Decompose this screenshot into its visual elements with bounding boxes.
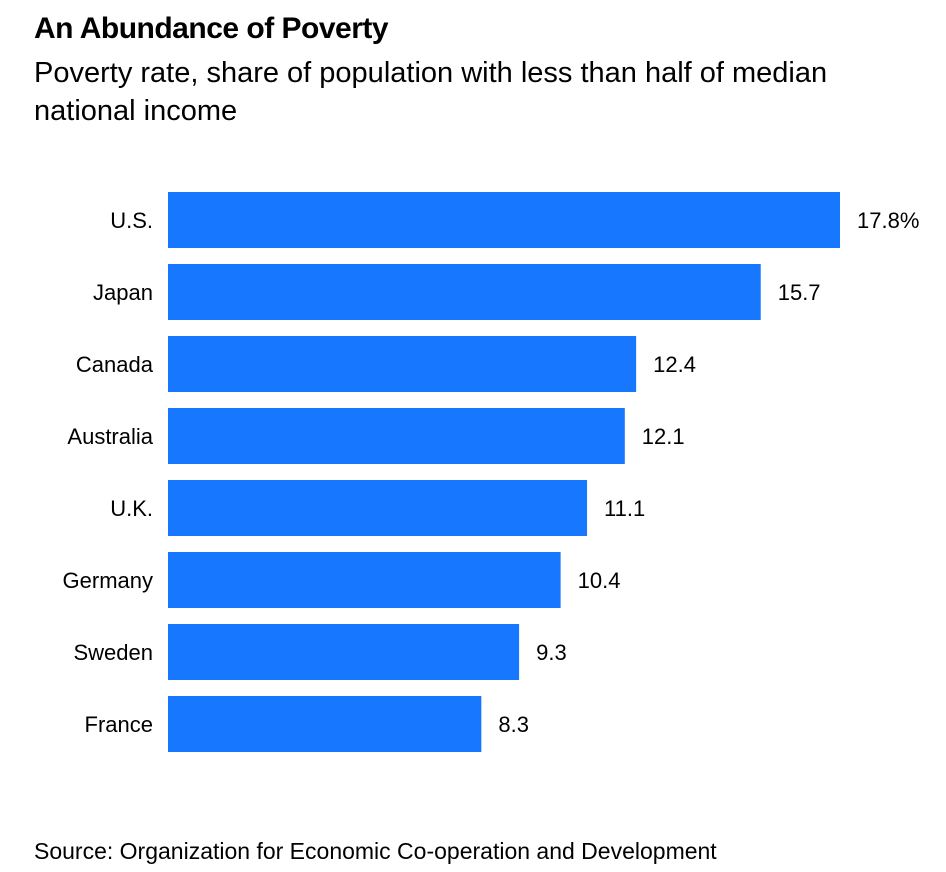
category-label: U.S. bbox=[110, 208, 153, 233]
value-label: 10.4 bbox=[578, 568, 621, 593]
value-label: 11.1 bbox=[604, 496, 645, 521]
bar bbox=[168, 192, 840, 248]
bar-row: Japan 15.7 bbox=[93, 264, 821, 320]
source-note: Source: Organization for Economic Co-ope… bbox=[34, 838, 717, 864]
category-label: Germany bbox=[63, 568, 153, 593]
bar-row: Canada 12.4 bbox=[76, 336, 696, 392]
value-label: 15.7 bbox=[778, 280, 821, 305]
category-label: Canada bbox=[76, 352, 154, 377]
bar bbox=[168, 480, 588, 536]
bar-row: France 8.3 bbox=[85, 696, 529, 752]
value-label: 8.3 bbox=[498, 712, 529, 737]
bar-row: Sweden 9.3 bbox=[73, 624, 567, 680]
category-label: U.K. bbox=[110, 496, 153, 521]
value-label: 12.4 bbox=[653, 352, 696, 377]
bar bbox=[168, 264, 761, 320]
category-label: Australia bbox=[67, 424, 153, 449]
chart-subtitle: Poverty rate, share of population with l… bbox=[34, 57, 828, 127]
category-label: Sweden bbox=[73, 640, 153, 665]
bar-row: Australia 12.1 bbox=[67, 408, 685, 464]
bar-row: U.K. 11.1 bbox=[110, 480, 645, 536]
category-label: Japan bbox=[93, 280, 153, 305]
value-label: 12.1 bbox=[642, 424, 685, 449]
value-label: 17.8% bbox=[857, 208, 919, 233]
bar bbox=[168, 336, 637, 392]
bar bbox=[168, 552, 561, 608]
bar-row: Germany 10.4 bbox=[63, 552, 621, 608]
bar bbox=[168, 624, 520, 680]
bar bbox=[168, 408, 625, 464]
bar bbox=[168, 696, 482, 752]
category-label: France bbox=[85, 712, 153, 737]
bar-row: U.S. 17.8% bbox=[110, 192, 919, 248]
value-label: 9.3 bbox=[536, 640, 567, 665]
chart-title: An Abundance of Poverty bbox=[34, 12, 389, 45]
